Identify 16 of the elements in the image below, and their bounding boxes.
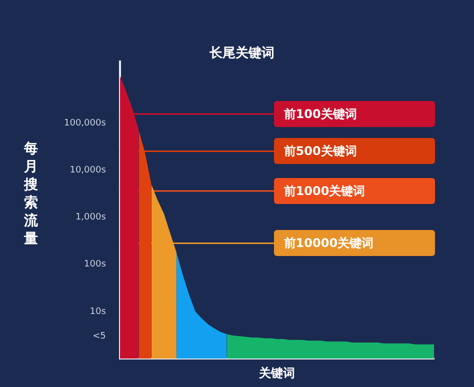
y-tick-label: 10,000s xyxy=(70,165,106,176)
chart-title: 长尾关键词 xyxy=(208,45,274,62)
label-tag: 前10000关键词 xyxy=(274,230,435,256)
ref-line-label: 前500关键词 xyxy=(284,144,357,158)
y-tick-label: 100,000s xyxy=(64,118,106,128)
y-axis-title: 每月搜索流量 xyxy=(24,140,39,248)
y-tick-label: 10s xyxy=(90,306,106,317)
y-tick-label: 1,000s xyxy=(75,212,106,223)
label-tag: 前1000关键词 xyxy=(274,178,435,204)
ref-line-label: 前10000关键词 xyxy=(284,236,374,250)
y-tick-label: 100s xyxy=(84,260,106,270)
label-tag: 前500关键词 xyxy=(274,138,435,164)
ref-line-label: 前100关键词 xyxy=(284,106,357,121)
ref-line-label: 前1000关键词 xyxy=(284,184,366,198)
x-axis-title: 关键词 xyxy=(258,366,295,380)
y-tick-label: <5 xyxy=(92,331,106,342)
